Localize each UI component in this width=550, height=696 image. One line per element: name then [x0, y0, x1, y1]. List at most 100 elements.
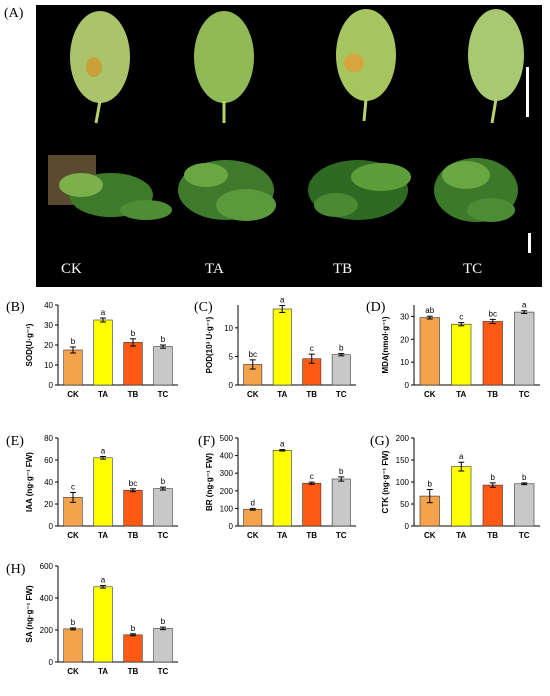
x-tick-label: TB: [487, 390, 498, 399]
panel-a-label: (A): [4, 6, 24, 21]
panel-f-label: (F): [198, 434, 216, 449]
bar-tc: [514, 483, 535, 527]
significance-letter: a: [101, 308, 106, 317]
y-tick-label: 0: [405, 381, 410, 390]
x-tick-label: TB: [128, 667, 139, 676]
significance-letter: b: [522, 473, 527, 482]
significance-letter: b: [131, 329, 136, 338]
bar-ta: [93, 586, 113, 663]
y-tick-label: 200: [40, 626, 54, 635]
plant-tb: [308, 160, 411, 220]
bar-tc: [153, 488, 173, 527]
y-tick-label: 80: [44, 434, 53, 443]
y-tick-label: 30: [44, 321, 53, 330]
y-tick-label: 20: [400, 335, 409, 344]
x-tick-label: TA: [456, 390, 466, 399]
significance-letter: c: [310, 344, 314, 353]
significance-letter: a: [459, 452, 464, 461]
mda-bar-chart: 0 10 20 30 MDA(nmol·g⁻¹) ab CK c TA bc TB a TC: [381, 301, 540, 399]
y-tick-label: 10: [400, 358, 409, 367]
x-tick-label: TC: [158, 390, 169, 399]
bar-tc: [514, 311, 535, 386]
bar-ck: [243, 508, 263, 527]
x-tick-label: TC: [158, 531, 169, 540]
panel-e-label: (E): [6, 434, 24, 449]
y-tick-label: 20: [44, 500, 53, 509]
y-axis-label: SOD(U·g⁻¹): [25, 323, 34, 366]
y-tick-label: 150: [396, 456, 410, 465]
y-tick-label: 5: [229, 352, 234, 361]
significance-letter: bc: [249, 350, 257, 359]
y-tick-label: 10: [44, 361, 53, 370]
plant-photographs: [48, 9, 531, 253]
leaf-tc: [468, 9, 524, 124]
bar-ta: [272, 450, 292, 527]
panel-b-label: (B): [6, 300, 25, 315]
significance-letter: b: [491, 473, 496, 482]
br-bar-chart: 0 100 200 300 400 500 BR (ng·g⁻¹ FW) d CK a TA c TB b…: [205, 434, 356, 540]
y-tick-label: 300: [220, 469, 234, 478]
bar-tc: [153, 346, 173, 386]
plant-ck: [48, 155, 172, 220]
plant-photo-panel: CK TA TB TC: [36, 5, 542, 287]
x-tick-label: TB: [306, 531, 317, 540]
x-tick-label: TA: [98, 667, 108, 676]
x-tick-label: TC: [336, 390, 347, 399]
y-tick-label: 200: [396, 434, 410, 443]
panel-h-label: (H): [6, 562, 26, 577]
y-tick-label: 400: [220, 452, 234, 461]
bar-tc: [331, 478, 351, 527]
treatment-label-ck: CK: [61, 261, 82, 277]
x-tick-label: TB: [306, 390, 317, 399]
significance-letter: c: [459, 313, 463, 322]
bar-tb: [302, 482, 322, 527]
y-tick-label: 0: [49, 381, 54, 390]
x-tick-label: CK: [247, 390, 259, 399]
y-axis-label: POD(10³ U·g⁻¹): [205, 316, 214, 373]
x-tick-label: CK: [247, 531, 259, 540]
x-tick-label: CK: [67, 667, 79, 676]
y-tick-label: 10: [224, 324, 233, 333]
y-tick-label: 200: [220, 487, 234, 496]
y-tick-label: 60: [44, 456, 53, 465]
significance-letter: a: [522, 301, 527, 310]
significance-letter: c: [71, 482, 75, 491]
x-tick-label: TC: [158, 667, 169, 676]
y-tick-label: 30: [400, 312, 409, 321]
y-tick-label: 0: [405, 522, 410, 531]
panel-d-label: (D): [366, 300, 386, 315]
y-tick-label: 0: [49, 522, 54, 531]
significance-letter: c: [310, 472, 314, 481]
bar-tb: [482, 484, 503, 527]
x-tick-label: TC: [519, 390, 530, 399]
y-tick-label: 0: [49, 658, 54, 667]
y-tick-label: 0: [229, 381, 234, 390]
bar-ta: [93, 319, 113, 386]
plant-tc: [434, 158, 518, 222]
leaf-tb: [336, 9, 396, 122]
treatment-label-ta: TA: [205, 261, 224, 277]
significance-letter: b: [161, 617, 166, 626]
x-tick-label: CK: [424, 531, 436, 540]
y-tick-label: 100: [220, 504, 234, 513]
y-axis-label: BR (ng·g⁻¹ FW): [205, 453, 214, 511]
bar-ta: [272, 308, 292, 386]
x-tick-label: CK: [67, 531, 79, 540]
y-tick-label: 500: [220, 434, 234, 443]
x-tick-label: TA: [277, 390, 287, 399]
y-tick-label: 100: [396, 478, 410, 487]
scale-bar-top: [526, 67, 529, 117]
bar-tb: [123, 634, 143, 663]
bar-tc: [153, 628, 173, 663]
significance-letter: ab: [425, 306, 434, 315]
panel-g-label: (G): [370, 434, 390, 449]
y-tick-label: 600: [40, 562, 54, 571]
y-tick-label: 400: [40, 594, 54, 603]
sa-bar-chart: 0 200 400 600 SA (ng·g⁻¹ FW) b CK a TA b TB b TC: [25, 562, 178, 676]
significance-letter: bc: [489, 309, 497, 318]
scale-bar-bottom: [528, 233, 531, 253]
significance-letter: a: [101, 446, 106, 455]
x-tick-label: TA: [456, 531, 466, 540]
bar-ta: [451, 323, 472, 386]
sod-bar-chart: 0 10 20 30 40 SOD(U·g⁻¹) b CK a TA b TB b TC: [25, 301, 178, 399]
